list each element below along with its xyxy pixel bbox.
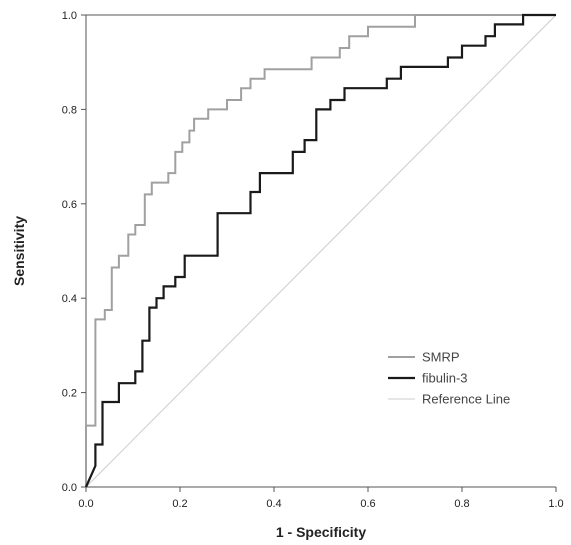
series-layer (84, 13, 557, 488)
x-axis-label: 1 - Specificity (276, 524, 366, 540)
legend-label-fibulin-3: fibulin-3 (422, 371, 468, 386)
y-axis-ticks: 0.0 0.2 0.4 0.6 0.8 1.0 (62, 10, 86, 494)
series-line-smrp (85, 14, 556, 487)
y-tick-label: 0.4 (62, 293, 77, 305)
x-tick-label: 0.4 (266, 498, 281, 510)
y-tick-label: 0.0 (62, 482, 77, 494)
legend-label-reference-line: Reference Line (422, 392, 510, 407)
y-axis-label: Sensitivity (11, 216, 27, 286)
series-line-reference-line (85, 14, 557, 488)
x-axis-ticks: 0.0 0.2 0.4 0.6 0.8 1.0 (78, 487, 564, 510)
legend-label-smrp: SMRP (422, 350, 460, 365)
y-tick-label: 1.0 (62, 10, 77, 22)
y-tick-label: 0.2 (62, 388, 77, 400)
y-tick-label: 0.6 (62, 199, 77, 211)
x-tick-label: 0.2 (172, 498, 187, 510)
x-tick-label: 0.8 (454, 498, 469, 510)
legend: SMRP fibulin-3 Reference Line (388, 350, 510, 407)
y-tick-label: 0.8 (62, 104, 77, 116)
x-tick-label: 0.6 (360, 498, 375, 510)
x-tick-label: 1.0 (548, 498, 563, 510)
series-line-fibulin-3 (84, 13, 556, 488)
x-tick-label: 0.0 (78, 498, 93, 510)
